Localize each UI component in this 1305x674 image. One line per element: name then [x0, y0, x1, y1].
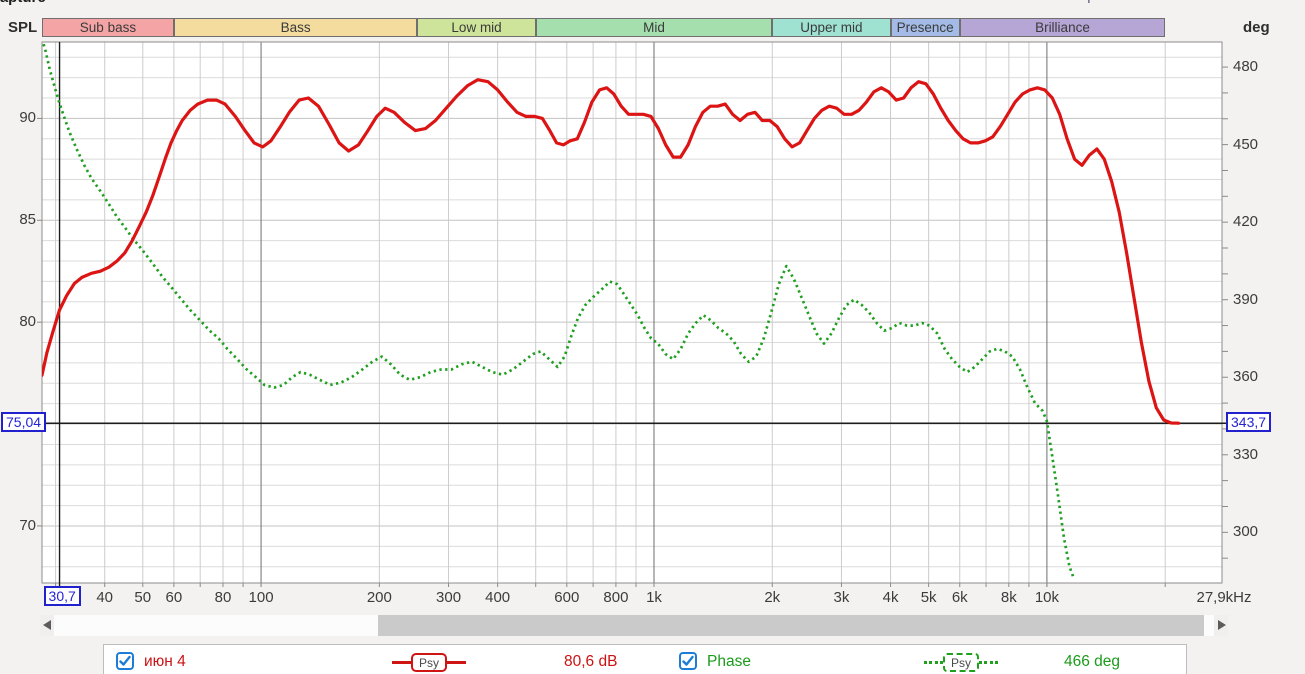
cursor-freq-readout[interactable]: 30,7 [43, 586, 81, 606]
freq-axis-tick-label: 6k [951, 589, 968, 606]
right-axis-title: deg [1243, 19, 1270, 36]
freq-axis-tick-label: 5k [920, 589, 937, 606]
left-axis-title: SPL [8, 19, 38, 36]
window-title-clipped: Capture [0, 0, 80, 9]
phase-curve [42, 42, 1075, 577]
checkmark-icon [119, 655, 131, 666]
cursor-spl-readout[interactable]: 75,04 [1, 412, 47, 433]
menu-item-control[interactable]: Control [1261, 0, 1305, 3]
menu-item-scrollbars[interactable]: Scrollbars [983, 0, 1043, 3]
menu-item-actions[interactable]: Actions [1197, 0, 1241, 3]
freq-axis-tick-label: 4k [882, 589, 899, 606]
freq-axis-tick-label: 600 [554, 589, 580, 606]
freq-axis-tick-label: 200 [366, 589, 392, 606]
freq-axis-tick-label: 10k [1034, 589, 1059, 606]
band-presence: Presence [890, 18, 960, 37]
right-axis-tick-label: 300 [1233, 523, 1259, 541]
right-axis-tick-label: 420 [1233, 213, 1259, 231]
band-bass: Bass [173, 18, 418, 37]
plot-background[interactable] [42, 42, 1222, 583]
psy-badge: Psy [411, 653, 448, 672]
series-2-value: 466 deg [1064, 653, 1121, 670]
band-brilliance: Brilliance [959, 18, 1166, 37]
freq-axis-tick-label: 800 [603, 589, 629, 606]
menu-item-limits[interactable]: Limits [1142, 0, 1177, 3]
psy-badge: Psy [943, 653, 980, 672]
right-axis-tick-label: 330 [1233, 445, 1259, 463]
freq-axis-tick-label: 50 [134, 589, 152, 606]
series-2-checkbox[interactable] [679, 652, 697, 670]
freq-axis-tick-label: 400 [485, 589, 511, 606]
scrollbar-right-arrow-icon[interactable] [1214, 615, 1228, 636]
scrollbar-track[interactable] [54, 615, 1214, 636]
freq-axis-tick-label: 100 [248, 589, 274, 606]
plot-border [41, 41, 1223, 584]
left-axis-tick-label: 70 [19, 516, 36, 534]
series-1-psy-marker: Psy [392, 653, 467, 672]
left-axis-tick-label: 90 [19, 109, 36, 127]
band-sub-bass: Sub bass [42, 18, 174, 37]
window-title-text: Capture [0, 0, 80, 6]
menu-item-freq-axis[interactable]: Freq. Axis [1063, 0, 1123, 3]
left-axis-tick-label: 85 [19, 211, 36, 229]
right-axis-tick-label: 480 [1233, 58, 1259, 76]
series-1-value: 80,6 dB [564, 653, 618, 670]
freq-axis-tick-label: 2k [764, 589, 781, 606]
scrollbar-left-arrow-icon[interactable] [40, 615, 54, 636]
freq-axis-tick-label: 300 [436, 589, 462, 606]
freq-axis-tick-label: 3k [833, 589, 850, 606]
series-1-checkbox[interactable] [116, 652, 134, 670]
green-dotted-line-sample [924, 661, 943, 664]
red-line-sample [392, 661, 411, 664]
series-2-label: Phase [707, 653, 751, 670]
freq-scrollbar[interactable] [40, 615, 1228, 636]
right-axis-tick-label: 360 [1233, 368, 1259, 386]
series-2-psy-marker: Psy [924, 653, 999, 672]
freq-axis-tick-label: 8k [1000, 589, 1017, 606]
band-low-mid: Low mid [417, 18, 536, 37]
legend-bar: июн 4 Psy 80,6 dB Phase Psy 466 deg [103, 644, 1187, 674]
freq-axis-tick-label: 1k [646, 589, 662, 606]
band-upper-mid: Upper mid [772, 18, 891, 37]
response-chart[interactable] [0, 0, 1305, 645]
freq-axis-tick-label: 80 [214, 589, 232, 606]
freq-axis-tick-label: 60 [165, 589, 183, 606]
spl-curve [42, 78, 1181, 425]
left-axis-tick-label: 80 [19, 313, 36, 331]
right-axis-tick-label: 390 [1233, 290, 1259, 308]
freq-axis-tick-label: 40 [96, 589, 114, 606]
scrollbar-thumb[interactable] [377, 615, 1204, 636]
band-mid: Mid [535, 18, 773, 37]
series-1-label: июн 4 [144, 653, 186, 670]
cursor-deg-readout[interactable]: 343,7 [1226, 412, 1272, 433]
freq-axis-end-label: 27,9kHz [1196, 589, 1252, 606]
menu-bar: Scrollbars Freq. Axis Limits Actions Con… [925, 0, 1305, 9]
checkmark-icon [682, 655, 694, 666]
right-axis-tick-label: 450 [1233, 135, 1259, 153]
